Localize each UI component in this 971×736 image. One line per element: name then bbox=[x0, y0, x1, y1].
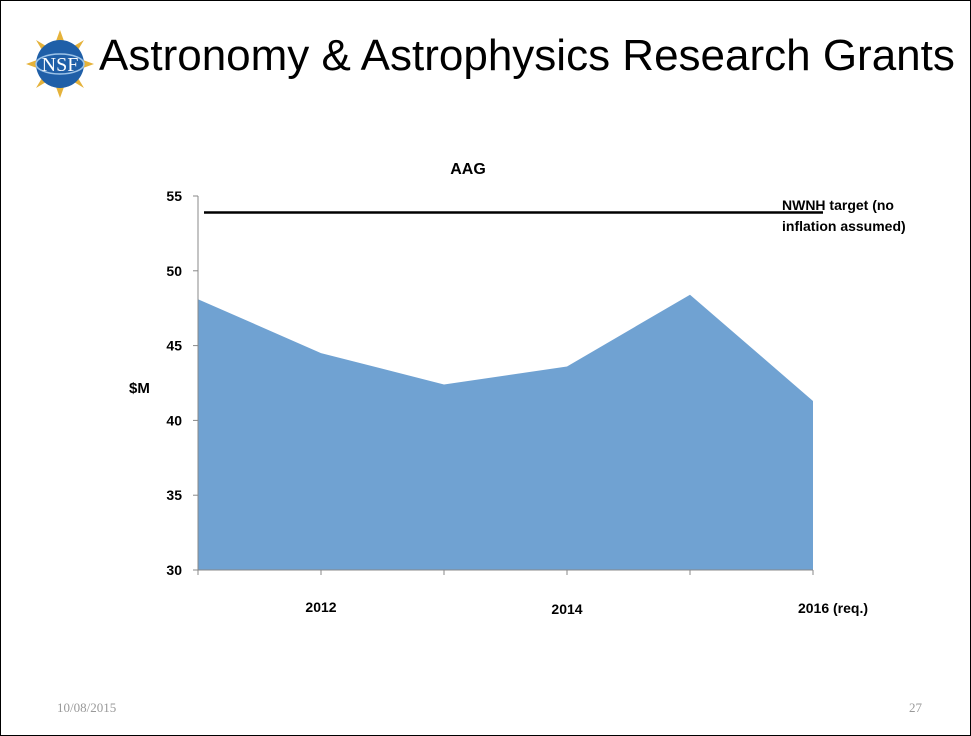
logo-text: NSF bbox=[42, 54, 79, 76]
target-line-label-line-2: inflation assumed) bbox=[782, 218, 906, 234]
x-tick-label: 2014 bbox=[551, 601, 582, 617]
y-tick-label: 45 bbox=[166, 338, 182, 354]
y-tick-label: 35 bbox=[166, 487, 182, 503]
y-tick-label: 40 bbox=[166, 412, 182, 428]
y-tick-label: 55 bbox=[166, 188, 182, 204]
nsf-logo-icon: NSF bbox=[26, 30, 94, 98]
slide-title: Astronomy & Astrophysics Research Grants bbox=[99, 31, 955, 80]
x-tick-label: 2016 (req.) bbox=[798, 600, 868, 616]
footer-date: 10/08/2015 bbox=[57, 700, 117, 715]
x-tick-label: 2012 bbox=[305, 599, 336, 615]
y-tick-label: 30 bbox=[166, 562, 182, 578]
page-number: 27 bbox=[909, 700, 922, 715]
area-series bbox=[198, 294, 813, 570]
y-axis-label: $M bbox=[129, 380, 150, 397]
chart-title: AAG bbox=[450, 161, 486, 178]
target-line-label-line-1: NWNH target (no bbox=[782, 197, 894, 213]
y-tick-label: 50 bbox=[166, 263, 182, 279]
